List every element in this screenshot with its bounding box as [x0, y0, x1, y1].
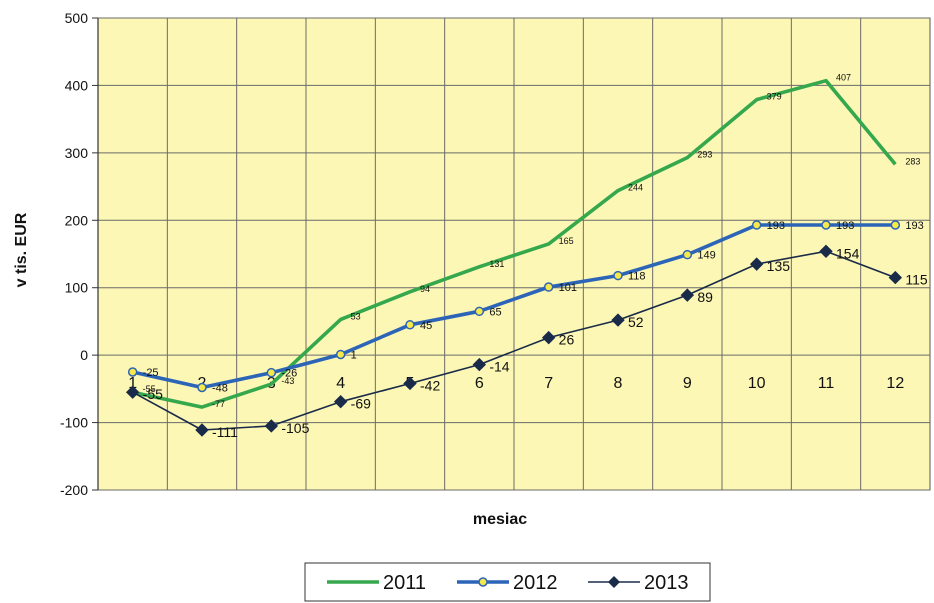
data-label-2011: -77: [212, 399, 225, 409]
marker-2012: [474, 306, 485, 317]
data-label-2013: 154: [836, 245, 860, 261]
marker-2012: [751, 220, 762, 230]
x-tick-label: 11: [818, 375, 835, 392]
x-tick-label: 8: [614, 375, 623, 392]
legend-label-2011: 2011: [383, 572, 426, 594]
y-axis: -200 -100 0 100 200 300 400 500: [60, 10, 99, 498]
data-label-2012: -26: [281, 368, 297, 380]
data-label-2013: 135: [767, 258, 791, 274]
data-label-2013: 52: [628, 314, 644, 330]
data-label-2013: -55: [143, 386, 163, 402]
data-labels: -55-77-435394131165244293379407283-25-48…: [143, 73, 928, 440]
marker-2012: [197, 382, 207, 393]
y-tick-label: 300: [65, 145, 89, 161]
data-label-2011: -55: [143, 384, 156, 394]
data-label-2012: 1: [351, 349, 357, 361]
data-label-2012: -48: [212, 383, 228, 395]
grid-lines: [98, 17, 930, 491]
data-label-2013: -14: [489, 359, 509, 375]
data-label-2012: 193: [767, 220, 785, 232]
marker-2013: [611, 313, 625, 327]
legend-label-2012: 2012: [513, 572, 558, 594]
data-label-2011: 131: [489, 259, 504, 269]
data-label-2013: -69: [351, 396, 371, 412]
data-label-2012: 45: [420, 320, 432, 332]
series-line-2011: [132, 78, 897, 409]
data-label-2013: -42: [420, 377, 440, 393]
marker-2013: [749, 257, 764, 271]
x-axis-title: mesiac: [473, 511, 527, 528]
data-label-2011: 53: [351, 311, 361, 321]
marker-2013: [333, 394, 348, 409]
data-label-2013: -111: [212, 424, 238, 440]
data-label-2013: 89: [697, 289, 713, 305]
y-tick-label: 0: [80, 347, 88, 363]
x-tick-label: 7: [544, 375, 553, 392]
series-line-2013: [132, 250, 896, 431]
data-label-2012: -25: [143, 367, 159, 379]
data-label-2011: 283: [905, 156, 920, 166]
legend-marker-2012: [478, 577, 488, 587]
marker-2012: [335, 349, 346, 360]
y-axis-title: v tis. EUR: [13, 212, 30, 287]
marker-2012: [890, 220, 901, 230]
data-label-2012: 193: [836, 220, 854, 232]
data-label-2011: 379: [767, 92, 782, 102]
y-tick-label: 500: [65, 10, 89, 26]
marker-2013: [541, 330, 556, 345]
marker-2013: [125, 385, 140, 399]
data-label-2013: 26: [559, 332, 575, 348]
x-tick-label: 10: [748, 375, 766, 392]
x-tick-label: 1: [128, 375, 137, 392]
marker-2013: [472, 357, 487, 372]
legend-marker-2013: [608, 576, 620, 588]
x-tick-label: 6: [475, 375, 484, 392]
marker-2012: [613, 270, 623, 281]
data-label-2012: 193: [905, 220, 923, 232]
marker-2013: [195, 423, 209, 437]
y-tick-label: 200: [65, 212, 89, 228]
marker-2013: [680, 288, 695, 302]
marker-2012: [821, 220, 831, 230]
marker-2012: [682, 249, 693, 260]
legend: 2011 2012 2013: [304, 562, 711, 602]
marker-2013: [403, 376, 417, 391]
x-tick-label: 4: [336, 375, 345, 392]
data-label-2011: -43: [281, 376, 294, 386]
data-label-2012: 118: [628, 271, 646, 283]
data-label-2011: 407: [836, 73, 851, 83]
data-label-2011: 165: [559, 236, 574, 246]
data-label-2011: 244: [628, 183, 643, 193]
marker-2013: [888, 270, 903, 285]
y-tick-label: 400: [65, 77, 89, 93]
data-label-2013: 115: [905, 272, 928, 288]
x-tick-label: 9: [683, 375, 692, 392]
data-label-2012: 65: [489, 306, 501, 318]
marker-2012: [266, 367, 277, 378]
y-tick-label: -200: [60, 482, 88, 498]
series-layer: [125, 78, 903, 437]
data-label-2011: 94: [420, 284, 430, 294]
marker-2013: [264, 419, 279, 433]
marker-2012: [543, 282, 554, 292]
legend-label-2013: 2013: [644, 572, 689, 594]
y-tick-label: -100: [60, 415, 88, 431]
x-tick-label: 12: [886, 375, 904, 392]
series-line-2012: [132, 223, 896, 390]
marker-2012: [405, 320, 415, 330]
y-tick-label: 100: [65, 280, 89, 296]
data-label-2013: -105: [281, 420, 309, 436]
marker-2013: [819, 244, 833, 259]
data-label-2012: 101: [559, 282, 577, 294]
marker-2012: [127, 367, 138, 377]
data-label-2011: 293: [697, 150, 712, 160]
data-label-2012: 149: [697, 250, 715, 262]
